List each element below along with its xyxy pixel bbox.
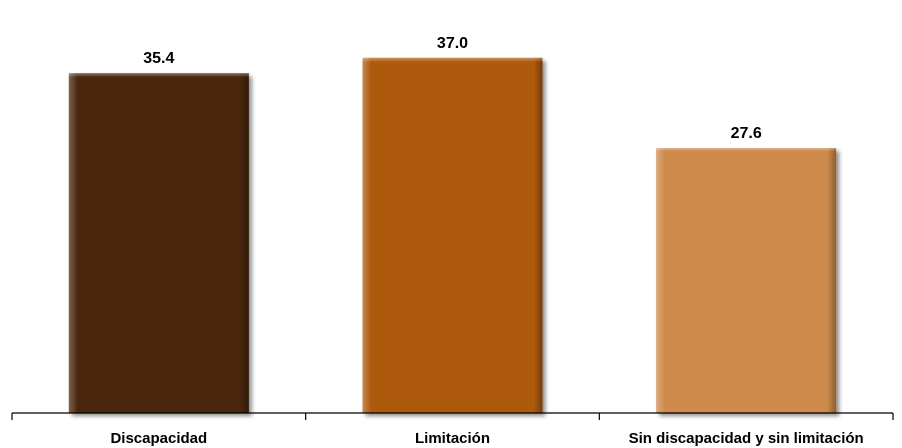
value-labels-group: 35.4 37.0 27.6 — [143, 35, 762, 142]
bar-value-label: 37.0 — [437, 35, 468, 52]
category-label: Sin discapacidad y sin limitación — [629, 430, 864, 447]
bar — [68, 73, 249, 413]
bar-bevel-top — [656, 148, 837, 414]
bar-value-label: 35.4 — [143, 50, 174, 67]
bar — [362, 57, 543, 414]
bar-bevel-top — [68, 73, 249, 413]
bars-group — [68, 57, 837, 414]
x-axis-ticks — [11, 413, 894, 420]
bar — [656, 148, 837, 414]
bar-bevel-top — [362, 57, 543, 414]
category-labels-group: Discapacidad Limitación Sin discapacidad y… — [110, 430, 863, 447]
category-label: Discapacidad — [110, 430, 207, 447]
bar-value-label: 27.6 — [731, 125, 762, 142]
category-label: Limitación — [415, 430, 490, 447]
